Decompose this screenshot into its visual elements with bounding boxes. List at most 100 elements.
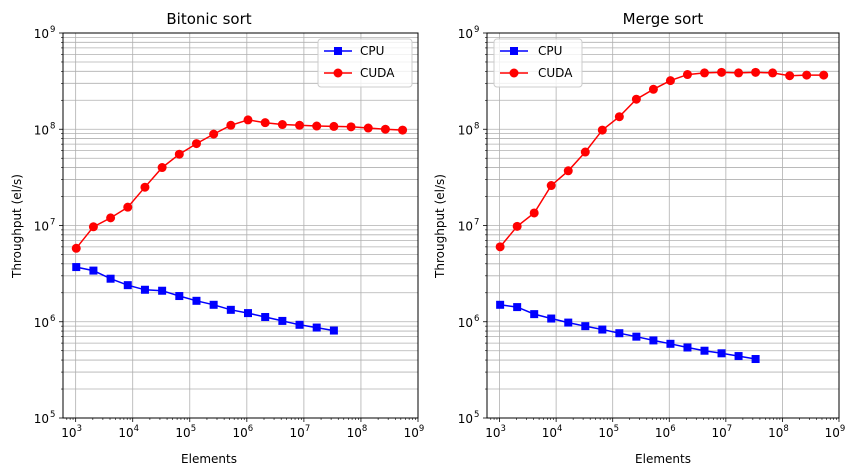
x-tick-label: 103 bbox=[61, 424, 82, 440]
axes-frame bbox=[62, 32, 419, 419]
point-cuda bbox=[665, 76, 675, 86]
point-cpu bbox=[123, 281, 132, 290]
y-tick-exponent: 8 bbox=[50, 121, 55, 131]
point-cpu bbox=[564, 318, 573, 327]
y-tick-label: 10 bbox=[34, 316, 49, 330]
point-cuda bbox=[209, 129, 219, 139]
x-axis-label: Elements bbox=[635, 452, 691, 466]
point-cuda bbox=[648, 84, 658, 94]
y-tick-label: 10 bbox=[458, 123, 473, 137]
point-cuda bbox=[546, 181, 556, 191]
point-cuda bbox=[191, 139, 201, 149]
point-cuda bbox=[802, 70, 812, 80]
series-line-cpu bbox=[76, 266, 335, 332]
point-cpu bbox=[547, 314, 556, 323]
x-tick-label: 105 bbox=[175, 424, 196, 440]
point-cuda bbox=[312, 121, 322, 131]
y-tick-label: 10 bbox=[458, 316, 473, 330]
x-tick-label: 108 bbox=[347, 424, 368, 440]
x-tick-label: 104 bbox=[118, 424, 139, 440]
point-cpu bbox=[89, 266, 98, 275]
y-tick-label: 10 bbox=[34, 27, 49, 41]
point-cuda bbox=[751, 67, 761, 77]
x-axis-label: Elements bbox=[181, 452, 237, 466]
y-tick-exponent: 5 bbox=[50, 410, 55, 420]
x-tick-label: 107 bbox=[711, 424, 732, 440]
point-cuda bbox=[529, 208, 539, 218]
point-cpu bbox=[717, 349, 726, 358]
point-cuda bbox=[614, 112, 624, 122]
x-tick-label: 105 bbox=[598, 424, 619, 440]
point-cuda bbox=[140, 182, 150, 192]
legend-cuda-marker bbox=[333, 68, 343, 78]
bitonic-sort-panel: Bitonic sort Elements Throughput (el/s) … bbox=[10, 10, 424, 466]
point-cpu bbox=[329, 326, 338, 335]
point-cuda bbox=[597, 125, 607, 135]
x-tick-label: 106 bbox=[655, 424, 676, 440]
legend: CPU CUDA bbox=[493, 38, 583, 88]
point-cpu bbox=[158, 286, 167, 295]
point-cuda bbox=[580, 147, 590, 157]
x-tick-label: 106 bbox=[232, 424, 253, 440]
point-cuda bbox=[785, 71, 795, 81]
point-cpu bbox=[666, 339, 675, 348]
point-cpu bbox=[295, 320, 304, 329]
y-axis-label: Throughput (el/s) bbox=[10, 174, 24, 279]
legend-cpu-label: CPU bbox=[360, 44, 384, 58]
y-tick-label: 10 bbox=[34, 220, 49, 234]
axes-frame bbox=[486, 32, 840, 419]
y-tick-exponent: 7 bbox=[50, 218, 55, 228]
y-tick-exponent: 8 bbox=[474, 121, 479, 131]
point-cuda bbox=[295, 120, 305, 130]
point-cpu bbox=[140, 285, 149, 294]
point-cuda bbox=[71, 243, 81, 253]
point-cuda bbox=[512, 221, 522, 231]
point-cuda bbox=[563, 166, 573, 176]
y-tick-exponent: 7 bbox=[474, 218, 479, 228]
point-cuda bbox=[329, 121, 339, 131]
point-cuda bbox=[106, 213, 116, 223]
point-cpu bbox=[615, 329, 624, 338]
y-tick-exponent: 6 bbox=[50, 314, 55, 324]
point-cuda bbox=[631, 94, 641, 104]
legend-cuda-label: CUDA bbox=[538, 66, 573, 80]
point-cuda bbox=[157, 163, 167, 173]
plot-series bbox=[71, 115, 408, 335]
x-tick-label: 108 bbox=[768, 424, 789, 440]
point-cpu bbox=[530, 310, 539, 319]
x-tick-label: 109 bbox=[404, 424, 425, 440]
y-tick-exponent: 6 bbox=[474, 314, 479, 324]
y-axis-label: Throughput (el/s) bbox=[433, 174, 447, 279]
legend-cpu-marker bbox=[510, 47, 518, 55]
merge-sort-panel: Merge sort Elements Throughput (el/s) 10… bbox=[433, 10, 845, 466]
point-cuda bbox=[682, 70, 692, 80]
point-cuda bbox=[398, 125, 408, 135]
y-tick-exponent: 9 bbox=[50, 25, 55, 35]
point-cpu bbox=[700, 346, 709, 355]
point-cpu bbox=[632, 332, 641, 341]
point-cpu bbox=[226, 305, 235, 314]
y-tick-label: 10 bbox=[458, 220, 473, 234]
legend: CPU CUDA bbox=[317, 38, 413, 88]
point-cpu bbox=[598, 325, 607, 334]
point-cpu bbox=[649, 336, 658, 345]
grid bbox=[487, 32, 840, 419]
point-cpu bbox=[734, 352, 743, 361]
point-cpu bbox=[513, 303, 522, 312]
legend-cpu-marker bbox=[334, 47, 342, 55]
x-tick-label: 107 bbox=[290, 424, 311, 440]
point-cuda bbox=[363, 123, 373, 133]
point-cuda bbox=[380, 124, 390, 134]
y-tick-label: 10 bbox=[34, 123, 49, 137]
legend-cuda-marker bbox=[509, 68, 519, 78]
point-cuda bbox=[123, 202, 133, 212]
panel-title: Bitonic sort bbox=[166, 10, 251, 28]
point-cpu bbox=[192, 296, 201, 305]
point-cpu bbox=[106, 274, 115, 283]
point-cuda bbox=[346, 122, 356, 132]
point-cpu bbox=[751, 355, 760, 364]
panel-title: Merge sort bbox=[623, 10, 704, 28]
y-tick-exponent: 9 bbox=[474, 25, 479, 35]
